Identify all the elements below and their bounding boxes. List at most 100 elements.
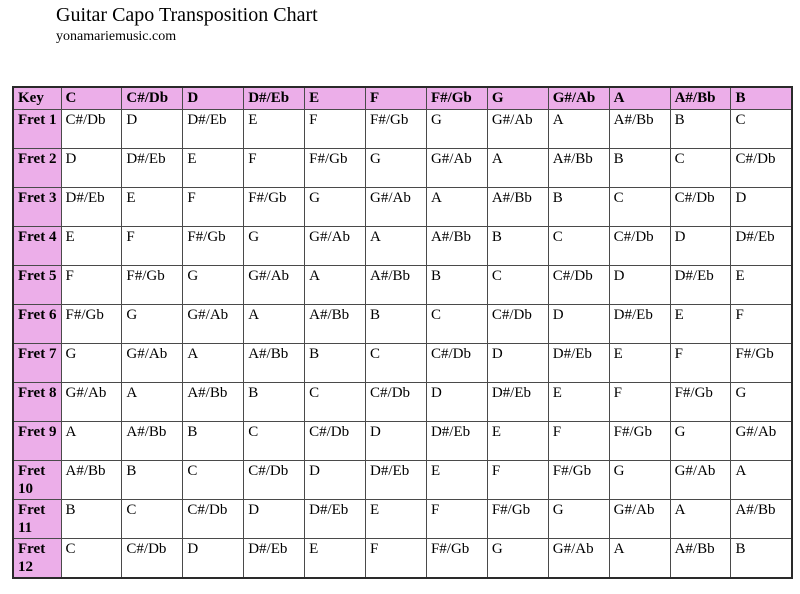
note-cell: D#/Eb xyxy=(121,147,184,188)
note-cell: D#/Eb xyxy=(486,381,549,422)
note-cell: C xyxy=(608,186,671,227)
note-cell: D#/Eb xyxy=(243,537,306,578)
fret-row-4: Fret 4 E F F#/Gb G G#/Ab A A#/Bb B C C#/Db D D#/Eb xyxy=(12,225,793,266)
note-cell: F#/Gb xyxy=(365,108,427,149)
note-cell: E xyxy=(486,420,549,461)
note-cell: C#/Db xyxy=(365,381,427,422)
key-header-1: C xyxy=(60,86,123,110)
note-cell: D#/Eb xyxy=(547,342,610,383)
note-cell: C#/Db xyxy=(304,420,367,461)
table-header-row: Key C C#/Db D D#/Eb E F F#/Gb G G#/Ab A A#/Bb B xyxy=(12,86,793,110)
key-header-12: B xyxy=(730,86,793,110)
fret-row-8: Fret 8 G#/Ab A A#/Bb B C C#/Db D D#/Eb E F F#/Gb G xyxy=(12,381,793,422)
note-cell: F xyxy=(60,264,123,305)
note-cell: D xyxy=(547,303,610,344)
note-cell: B xyxy=(669,108,732,149)
note-cell: C xyxy=(121,498,184,539)
note-cell: B xyxy=(486,225,549,266)
key-header-2: C#/Db xyxy=(121,86,184,110)
fret-row-label: Fret 5 xyxy=(12,264,62,305)
note-cell: C#/Db xyxy=(182,498,245,539)
note-cell: A#/Bb xyxy=(243,342,306,383)
note-cell: A#/Bb xyxy=(608,108,671,149)
note-cell: E xyxy=(365,498,427,539)
note-cell: C#/Db xyxy=(60,108,123,149)
page-subtitle: yonamariemusic.com xyxy=(56,29,177,44)
note-cell: G xyxy=(608,459,671,500)
note-cell: C xyxy=(547,225,610,266)
note-cell: A xyxy=(182,342,245,383)
note-cell: G#/Ab xyxy=(425,147,488,188)
note-cell: G#/Ab xyxy=(365,186,427,227)
note-cell: A xyxy=(304,264,367,305)
note-cell: E xyxy=(304,537,367,578)
table-body: Fret 1 C#/Db D D#/Eb E F F#/Gb G G#/Ab A A#/Bb B C Fr… xyxy=(12,108,793,578)
note-cell: A#/Bb xyxy=(304,303,367,344)
note-cell: C xyxy=(669,147,732,188)
note-cell: D xyxy=(182,537,245,578)
note-cell: G#/Ab xyxy=(60,381,123,422)
fret-row-label: Fret 8 xyxy=(12,381,62,422)
fret-row-label: Fret 7 xyxy=(12,342,62,383)
key-header-4: D#/Eb xyxy=(243,86,306,110)
note-cell: D#/Eb xyxy=(365,459,427,500)
fret-row-7: Fret 7 G G#/Ab A A#/Bb B C C#/Db D D#/Eb E F F#/Gb xyxy=(12,342,793,383)
note-cell: A xyxy=(486,147,549,188)
note-cell: G#/Ab xyxy=(608,498,671,539)
note-cell: F#/Gb xyxy=(730,342,793,383)
note-cell: C#/Db xyxy=(669,186,732,227)
note-cell: B xyxy=(425,264,488,305)
note-cell: A xyxy=(365,225,427,266)
note-cell: A xyxy=(425,186,488,227)
note-cell: E xyxy=(730,264,793,305)
fret-row-9: Fret 9 A A#/Bb B C C#/Db D D#/Eb E F F#/Gb G G#/Ab xyxy=(12,420,793,461)
note-cell: G xyxy=(425,108,488,149)
note-cell: F xyxy=(669,342,732,383)
note-cell: F xyxy=(121,225,184,266)
note-cell: D xyxy=(121,108,184,149)
note-cell: D#/Eb xyxy=(730,225,793,266)
note-cell: A#/Bb xyxy=(669,537,732,578)
note-cell: G#/Ab xyxy=(669,459,732,500)
note-cell: C#/Db xyxy=(730,147,793,188)
note-cell: F#/Gb xyxy=(425,537,488,578)
note-cell: G#/Ab xyxy=(304,225,367,266)
note-cell: G xyxy=(547,498,610,539)
note-cell: E xyxy=(547,381,610,422)
note-cell: C xyxy=(304,381,367,422)
note-cell: C#/Db xyxy=(425,342,488,383)
note-cell: G#/Ab xyxy=(547,537,610,578)
note-cell: D#/Eb xyxy=(182,108,245,149)
note-cell: D xyxy=(304,459,367,500)
note-cell: G xyxy=(304,186,367,227)
fret-row-5: Fret 5 F F#/Gb G G#/Ab A A#/Bb B C C#/Db D D#/Eb E xyxy=(12,264,793,305)
note-cell: A xyxy=(730,459,793,500)
note-cell: F xyxy=(486,459,549,500)
note-cell: F xyxy=(608,381,671,422)
note-cell: F xyxy=(730,303,793,344)
key-header-10: A xyxy=(608,86,671,110)
note-cell: E xyxy=(425,459,488,500)
note-cell: B xyxy=(243,381,306,422)
note-cell: A xyxy=(547,108,610,149)
note-cell: G xyxy=(730,381,793,422)
note-cell: B xyxy=(304,342,367,383)
note-cell: C#/Db xyxy=(121,537,184,578)
note-cell: F xyxy=(182,186,245,227)
note-cell: F xyxy=(547,420,610,461)
note-cell: F#/Gb xyxy=(608,420,671,461)
note-cell: C xyxy=(365,342,427,383)
fret-row-label: Fret 11 xyxy=(12,498,62,539)
note-cell: B xyxy=(182,420,245,461)
note-cell: C#/Db xyxy=(608,225,671,266)
note-cell: C xyxy=(486,264,549,305)
note-cell: F xyxy=(304,108,367,149)
note-cell: G#/Ab xyxy=(121,342,184,383)
note-cell: D#/Eb xyxy=(304,498,367,539)
note-cell: B xyxy=(547,186,610,227)
note-cell: D xyxy=(669,225,732,266)
note-cell: A#/Bb xyxy=(365,264,427,305)
note-cell: C xyxy=(243,420,306,461)
fret-row-6: Fret 6 F#/Gb G G#/Ab A A#/Bb B C C#/Db D D#/Eb E F xyxy=(12,303,793,344)
note-cell: F xyxy=(243,147,306,188)
